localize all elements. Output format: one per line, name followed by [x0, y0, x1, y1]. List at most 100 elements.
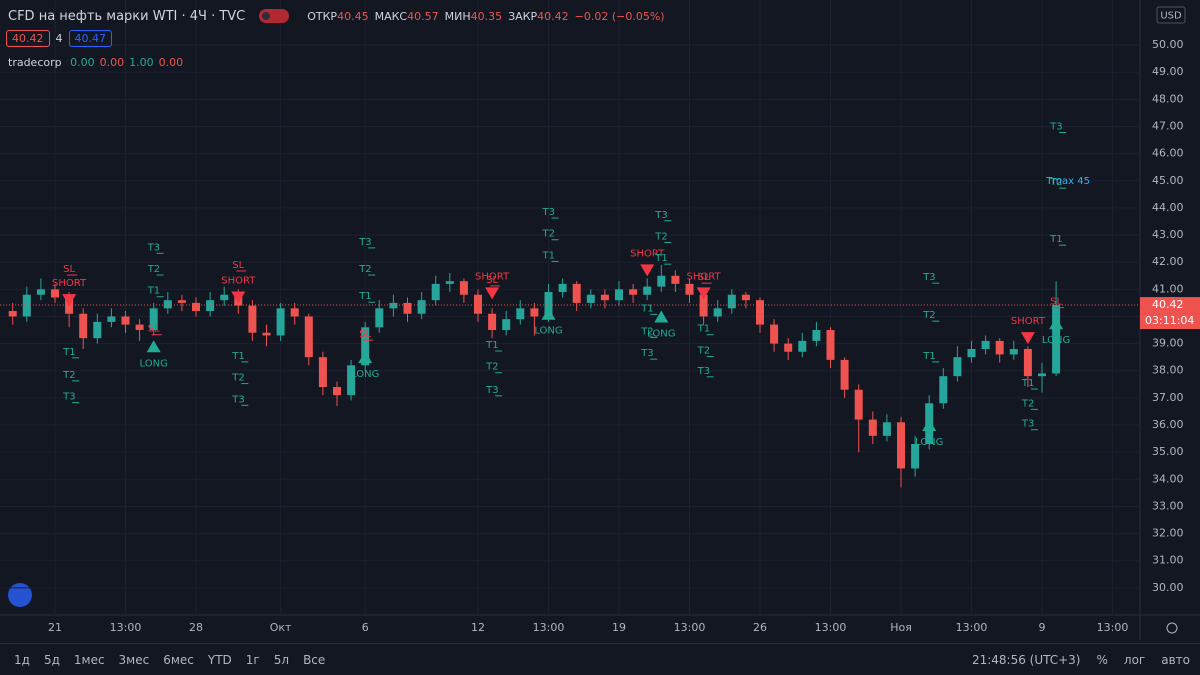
candle-body: [615, 289, 623, 301]
target-label: T2: [147, 264, 160, 275]
signal-label: LONG: [534, 326, 562, 337]
target-label: T3: [147, 242, 160, 253]
clock: 21:48:56 (UTC+3): [971, 652, 1081, 667]
x-tick-label: 13:00: [674, 621, 706, 634]
ohlc-legend: ОТКР40.45 МАКС40.57 МИН40.35 ЗАКР40.42 −0.02…: [307, 10, 670, 23]
target-label: T2: [358, 264, 371, 275]
y-tick-label: 30.00: [1152, 581, 1184, 594]
y-tick-label: 43.00: [1152, 228, 1184, 241]
candle-body: [220, 294, 229, 301]
target-label: T2: [485, 362, 498, 373]
signal-label: LONG: [351, 369, 379, 380]
ohlc-key: ОТКР: [307, 9, 338, 23]
y-tick-label: 39.00: [1152, 337, 1184, 350]
range-button[interactable]: 6мес: [163, 652, 194, 667]
signal-label: SHORT: [52, 278, 87, 289]
candle-body: [995, 340, 1004, 355]
target-label: T2: [697, 345, 710, 356]
auto-toggle[interactable]: авто: [1161, 652, 1190, 667]
candle-body: [981, 340, 990, 350]
candle-body: [304, 316, 313, 358]
currency-box: [1156, 6, 1186, 24]
range-button[interactable]: 5л: [273, 652, 290, 667]
bid-button[interactable]: 40.42: [6, 30, 50, 47]
percent-toggle[interactable]: %: [1096, 652, 1108, 667]
target-label: T2: [542, 229, 555, 240]
y-tick-label: 46.00: [1152, 147, 1184, 160]
range-button[interactable]: YTD: [207, 652, 232, 667]
x-tick-label: 13:00: [956, 621, 988, 634]
candle-body: [629, 289, 638, 295]
candle-body: [375, 308, 384, 328]
y-tick-label: 47.00: [1152, 119, 1184, 132]
target-label: T1: [147, 286, 160, 297]
bottom-toolbar: 21:48:56 (UTC+3) % лог авто 1д 5д 1мес 3мес…: [0, 643, 1200, 675]
spread: 4: [55, 32, 63, 45]
candle-body: [586, 294, 595, 303]
target-label: T1: [485, 340, 498, 351]
candle-body: [403, 302, 412, 314]
sl-label: SL: [698, 272, 710, 283]
signal-label: SHORT: [475, 271, 510, 282]
candle-body: [756, 300, 764, 325]
ask-button[interactable]: 40.47: [68, 30, 112, 47]
candle-body: [671, 275, 680, 284]
long-marker: [146, 340, 161, 353]
candle-body: [699, 294, 708, 317]
candle-body: [502, 319, 511, 331]
indicator-value: 0.00: [99, 56, 125, 69]
target-label: T3: [922, 272, 935, 283]
sl-label: SL: [148, 324, 160, 335]
x-tick-label: Окт: [270, 621, 292, 634]
target-label: T2: [640, 326, 653, 337]
candle-body: [897, 422, 905, 469]
candle-body: [361, 327, 370, 366]
candle-body: [333, 387, 341, 396]
signal-label: SHORT: [630, 248, 665, 259]
candle-body: [459, 281, 468, 295]
candle-body: [22, 294, 31, 317]
target-label: T2: [1049, 177, 1062, 188]
range-button[interactable]: 1г: [245, 652, 260, 667]
y-tick-label: 49.00: [1152, 65, 1184, 78]
candle-body: [854, 389, 863, 420]
ohlc-key: МИН: [444, 9, 471, 23]
candle-body: [276, 308, 285, 336]
target-label: T1: [1049, 234, 1062, 245]
signal-label: LONG: [915, 437, 943, 448]
target-label: T3: [654, 210, 667, 221]
x-tick-label: 28: [189, 621, 203, 634]
last-price-label: 40.42: [1152, 298, 1184, 311]
x-tick-label: 13:00: [533, 621, 565, 634]
target-label: T1: [62, 347, 75, 358]
visibility-toggle[interactable]: [259, 9, 290, 23]
range-button[interactable]: 5д: [43, 652, 60, 667]
range-button[interactable]: 1д: [14, 652, 30, 667]
target-label: T3: [697, 366, 710, 377]
log-toggle[interactable]: лог: [1123, 652, 1146, 667]
settings-icon[interactable]: [1166, 622, 1178, 634]
candle-body: [741, 294, 750, 301]
target-label: T1: [542, 250, 555, 261]
last-price-box: [1140, 297, 1200, 314]
target-label: T1: [640, 303, 653, 314]
y-tick-label: 32.00: [1152, 527, 1184, 540]
candle-body: [911, 444, 920, 469]
candle-body: [953, 357, 962, 377]
range-button[interactable]: Все: [303, 652, 326, 667]
symbol-title[interactable]: CFD на нефть марки WTI · 4Ч · TVC: [8, 8, 246, 24]
sl-label: SL: [1050, 297, 1062, 308]
indicator-legend: tradecorp 0.00 0.00 1.00 0.00: [8, 56, 188, 69]
indicator-name[interactable]: tradecorp: [8, 56, 62, 69]
candle-body: [572, 283, 581, 303]
countdown: 03:11:04: [1145, 314, 1194, 327]
candle-body: [600, 294, 609, 301]
candle-body: [318, 357, 327, 388]
y-tick-label: 31.00: [1152, 554, 1184, 567]
range-button[interactable]: 1мес: [73, 652, 105, 667]
candle-body: [643, 286, 652, 295]
y-tick-label: 36.00: [1152, 418, 1184, 431]
range-button[interactable]: 3мес: [118, 652, 150, 667]
candle-body: [882, 422, 891, 436]
candle-body: [1009, 349, 1018, 355]
